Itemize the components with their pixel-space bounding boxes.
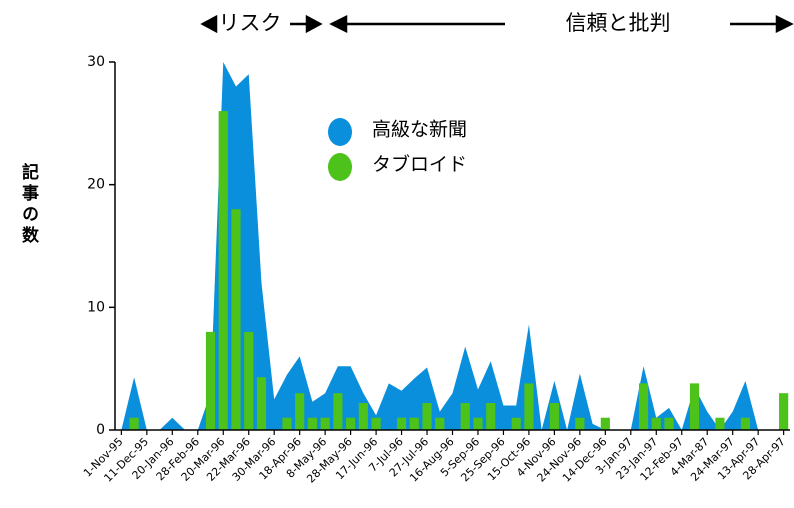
- bar: [422, 403, 432, 430]
- bar: [256, 377, 267, 430]
- annotation: 信頼と批判: [566, 11, 671, 35]
- bar: [358, 403, 368, 430]
- bar: [715, 417, 725, 430]
- bar: [740, 417, 751, 430]
- bar: [218, 111, 228, 431]
- legend-marker: [328, 153, 352, 181]
- bar: [473, 417, 483, 430]
- y-tick-label: 0: [96, 422, 105, 438]
- bar: [129, 417, 139, 430]
- y-tick-label: 20: [87, 177, 105, 193]
- legend-marker: [328, 118, 352, 146]
- bar: [346, 417, 356, 430]
- bar: [320, 417, 330, 430]
- bar: [524, 383, 534, 430]
- bar: [651, 417, 661, 430]
- bar: [638, 383, 649, 430]
- bar: [460, 403, 470, 430]
- bar: [549, 403, 559, 430]
- bar: [664, 417, 674, 430]
- bar: [435, 417, 445, 430]
- arrows: [200, 14, 794, 34]
- bar: [295, 393, 305, 430]
- bar: [244, 331, 254, 430]
- area: [121, 62, 784, 430]
- legend-label: タブロイド: [372, 153, 467, 176]
- bar: [231, 209, 241, 430]
- bar: [575, 417, 585, 430]
- y-tick-label: 10: [87, 299, 105, 315]
- bar: [282, 417, 292, 430]
- bar: [689, 383, 700, 430]
- bar: [333, 393, 343, 430]
- legend-label: 高級な新聞: [372, 119, 467, 141]
- y-axis-label: 記事の数: [18, 162, 39, 247]
- annotation: リスク: [219, 11, 282, 35]
- bar: [409, 417, 419, 430]
- bar: [600, 417, 610, 430]
- bar: [396, 417, 407, 430]
- bar: [486, 403, 496, 430]
- bar: [371, 417, 381, 430]
- bar: [779, 393, 789, 430]
- bar: [205, 331, 216, 430]
- bar: [511, 417, 521, 430]
- bar: [307, 417, 317, 430]
- y-tick-label: 30: [87, 54, 105, 70]
